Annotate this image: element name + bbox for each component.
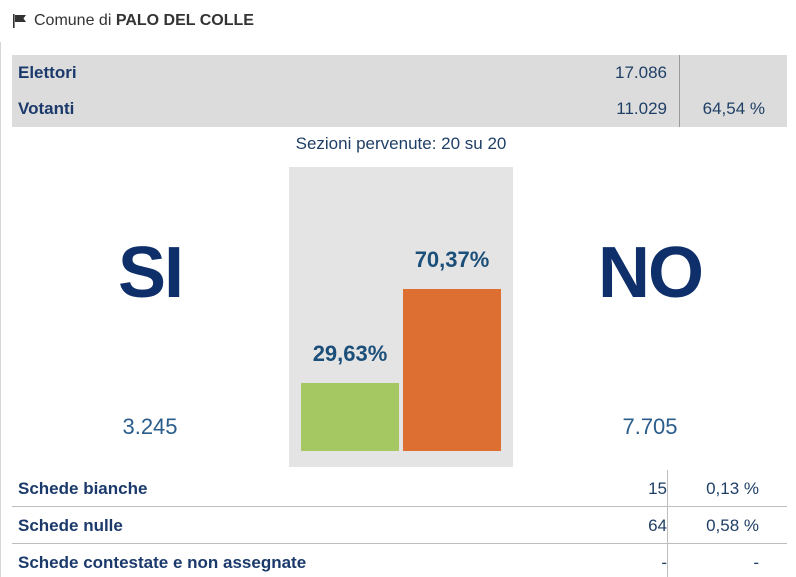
no-label: NO: [598, 233, 704, 313]
comune-name: PALO DEL COLLE: [115, 12, 254, 29]
bar-si: [301, 383, 399, 451]
bar-label-si: 29,63%: [312, 341, 388, 366]
row-label: Schede nulle: [18, 516, 123, 535]
page-title: Comune di PALO DEL COLLE: [34, 12, 254, 30]
table-row: Schede bianche 15 0,13 %: [12, 470, 787, 507]
votanti-label: Votanti: [18, 99, 75, 118]
row-percentage: -: [753, 553, 759, 572]
elettori-label: Elettori: [18, 63, 77, 82]
no-count: 7.705: [622, 414, 678, 439]
row-value: -: [661, 553, 667, 572]
results-chart: 29,63% 70,37%: [289, 167, 513, 467]
votanti-row: Votanti 11.029 64,54 %: [12, 91, 787, 127]
bar-label-no: 70,37%: [414, 247, 490, 272]
table-row: Schede contestate e non assegnate - -: [12, 544, 787, 577]
table-row: Schede nulle 64 0,58 %: [12, 507, 787, 544]
si-count: 3.245: [122, 414, 178, 439]
row-percentage: 0,58 %: [706, 516, 759, 535]
row-label: Schede contestate e non assegnate: [18, 553, 307, 572]
si-label: SI: [117, 233, 184, 313]
bar-no: [403, 289, 501, 451]
left-border: [0, 42, 1, 577]
row-label: Schede bianche: [18, 479, 148, 498]
elettori-row: Elettori 17.086: [12, 55, 787, 91]
page-header: Comune di PALO DEL COLLE: [12, 10, 254, 32]
row-percentage: 0,13 %: [706, 479, 759, 498]
stats-divider: [667, 470, 668, 577]
row-value: 64: [648, 516, 667, 535]
summary-divider: [679, 55, 680, 127]
votanti-percentage: 64,54 %: [702, 99, 765, 118]
sezioni-pervenute: Sezioni pervenute: 20 su 20: [295, 134, 507, 153]
stats-table: Schede bianche 15 0,13 % Schede nulle 64…: [12, 470, 787, 577]
title-prefix: Comune di: [34, 12, 112, 29]
elettori-value: 17.086: [615, 63, 667, 82]
votanti-value: 11.029: [616, 99, 667, 118]
row-value: 15: [648, 479, 667, 498]
summary-panel: Elettori 17.086 Votanti 11.029 64,54 %: [12, 55, 787, 127]
flag-icon: [13, 14, 26, 28]
